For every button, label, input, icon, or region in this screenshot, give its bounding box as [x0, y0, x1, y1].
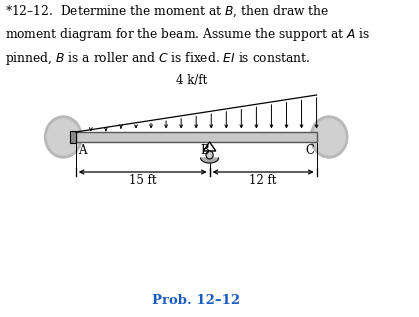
Circle shape	[206, 151, 213, 159]
Bar	[76, 132, 317, 142]
Text: B: B	[200, 144, 209, 157]
Text: Prob. 12–12: Prob. 12–12	[152, 294, 240, 307]
Polygon shape	[203, 142, 216, 151]
Bar	[70, 131, 76, 143]
Text: 12 ft: 12 ft	[249, 174, 277, 187]
Polygon shape	[201, 158, 218, 163]
Text: 4 k/ft: 4 k/ft	[176, 74, 207, 87]
Text: 15 ft: 15 ft	[129, 174, 156, 187]
Text: *12–12.  Determine the moment at $B$, then draw the
moment diagram for the beam.: *12–12. Determine the moment at $B$, the…	[5, 4, 371, 67]
Circle shape	[313, 119, 345, 155]
Circle shape	[44, 116, 82, 158]
Text: C: C	[306, 144, 315, 157]
Circle shape	[310, 116, 348, 158]
Text: A: A	[78, 144, 86, 157]
Circle shape	[47, 119, 79, 155]
